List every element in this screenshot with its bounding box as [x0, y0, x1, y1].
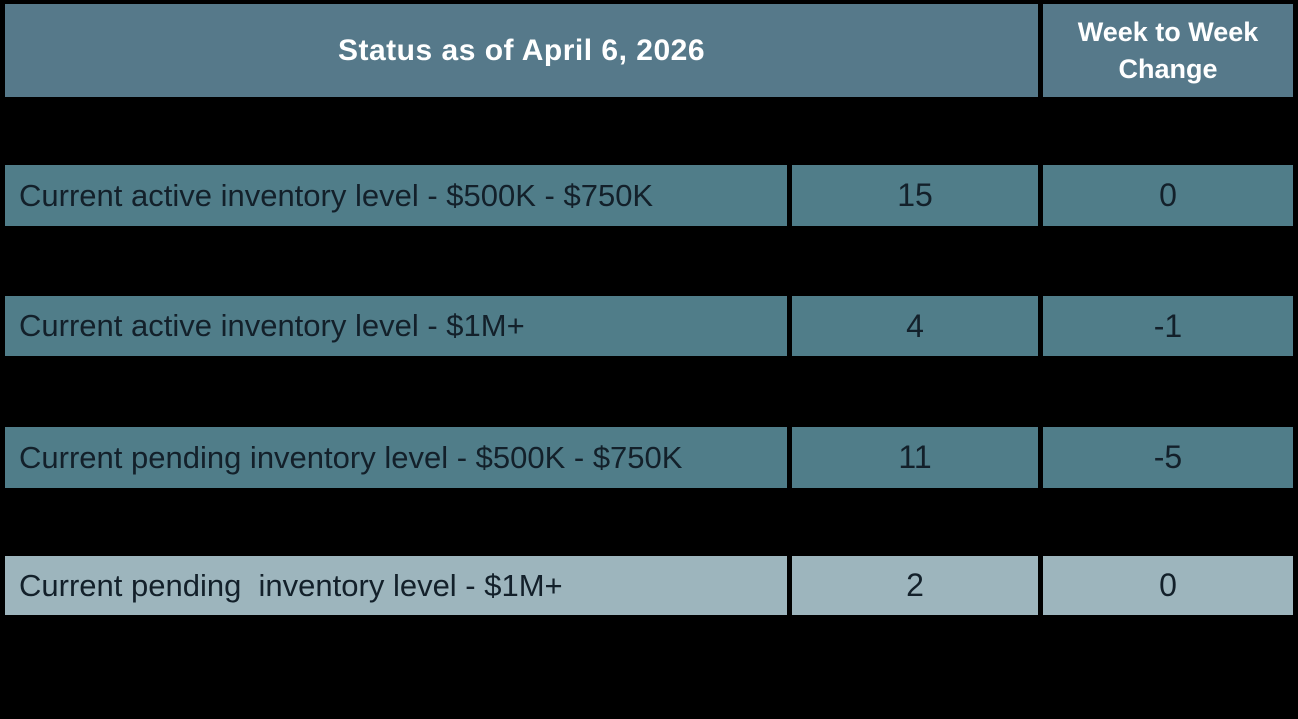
column-divider — [1038, 226, 1043, 296]
column-divider — [1038, 165, 1043, 226]
spacer-cell — [792, 226, 1038, 296]
week-change-column-header: Week to Week Change — [1043, 4, 1293, 97]
row-label: Current active inventory level - $1M+ — [5, 296, 787, 356]
row-change: 0 — [1043, 165, 1293, 226]
column-divider — [1038, 356, 1043, 427]
column-divider — [787, 97, 792, 165]
table-row: Current active inventory level - $500K -… — [5, 165, 1293, 226]
spacer-cell — [1043, 356, 1293, 427]
spacer-cell — [5, 356, 787, 427]
spacer-cell — [792, 488, 1038, 556]
row-change: -5 — [1043, 427, 1293, 488]
column-divider — [787, 296, 792, 356]
table-row: Current active inventory level - $1M+ 4 … — [5, 296, 1293, 356]
column-divider — [787, 165, 792, 226]
row-value: 11 — [792, 427, 1038, 488]
spacer-cell — [5, 488, 787, 556]
table-row: Current pending inventory level - $500K … — [5, 427, 1293, 488]
column-divider — [787, 356, 792, 427]
table-header-row: Status as of April 6, 2026 Week to Week … — [5, 4, 1293, 97]
footer-spacer — [5, 615, 1293, 719]
row-change: 0 — [1043, 556, 1293, 615]
column-divider — [787, 556, 792, 615]
column-divider — [787, 427, 792, 488]
spacer-row — [5, 97, 1293, 165]
column-divider — [1038, 427, 1043, 488]
spacer-cell — [792, 356, 1038, 427]
column-divider — [1038, 97, 1043, 165]
spacer-cell — [1043, 97, 1293, 165]
row-value: 4 — [792, 296, 1038, 356]
spacer-cell — [5, 97, 787, 165]
spacer-cell — [1043, 226, 1293, 296]
spacer-row — [5, 226, 1293, 296]
spacer-row — [5, 356, 1293, 427]
table-title: Status as of April 6, 2026 — [5, 4, 1038, 97]
column-divider — [1038, 556, 1043, 615]
spacer-cell — [5, 226, 787, 296]
row-change: -1 — [1043, 296, 1293, 356]
table-row-highlighted: Current pending inventory level - $1M+ 2… — [5, 556, 1293, 615]
row-label: Current active inventory level - $500K -… — [5, 165, 787, 226]
column-divider — [1038, 4, 1043, 97]
column-divider — [787, 488, 792, 556]
spacer-row — [5, 488, 1293, 556]
spacer-cell — [1043, 488, 1293, 556]
row-value: 2 — [792, 556, 1038, 615]
spacer-cell — [792, 97, 1038, 165]
column-divider — [787, 226, 792, 296]
row-value: 15 — [792, 165, 1038, 226]
row-label: Current pending inventory level - $500K … — [5, 427, 787, 488]
row-label: Current pending inventory level - $1M+ — [5, 556, 787, 615]
column-divider — [1038, 488, 1043, 556]
column-divider — [1038, 296, 1043, 356]
